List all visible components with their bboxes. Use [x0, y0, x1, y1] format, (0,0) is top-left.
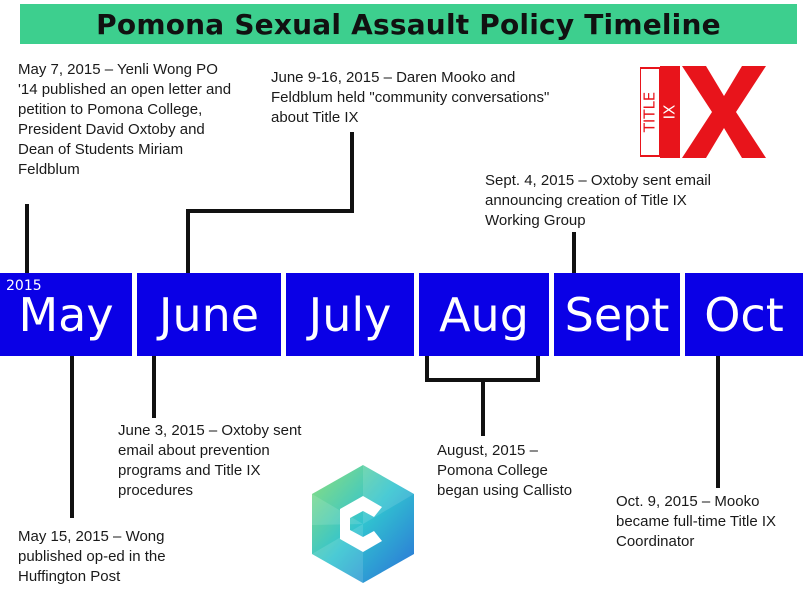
title-ix-small-text: TITLE — [641, 92, 659, 134]
month-band-july: July — [286, 273, 414, 356]
connector-june3 — [152, 356, 156, 418]
connector-aug-stem — [481, 378, 485, 436]
title-ix-i-mark — [660, 66, 680, 158]
title-ix-logo: TITLE IX — [640, 66, 766, 158]
year-label: 2015 — [6, 278, 42, 294]
title-ix-small-ix: IX — [661, 105, 679, 120]
event-aug: August, 2015 – Pomona College began usin… — [437, 442, 573, 499]
connector-june916-vertical-lower — [186, 209, 190, 273]
connector-oct9 — [716, 356, 720, 488]
connector-june916-horizontal — [186, 209, 354, 213]
callisto-c-logo-icon — [312, 465, 414, 583]
month-label-sept: Sept — [564, 287, 670, 342]
title-ix-x-mark — [682, 66, 766, 158]
connector-aug-bracket-left — [425, 356, 429, 382]
event-may7: May 7, 2015 – Yenli Wong PO '14 publishe… — [18, 61, 232, 178]
connector-june916-vertical-upper — [350, 132, 354, 213]
connector-aug-bracket-right — [536, 356, 540, 382]
event-sept4: Sept. 4, 2015 – Oxtoby sent email announ… — [485, 172, 711, 229]
month-band-may: May — [0, 273, 132, 356]
month-label-may: May — [18, 287, 114, 342]
month-band-june: June — [137, 273, 281, 356]
month-band-oct: Oct — [685, 273, 803, 356]
title-bar: Pomona Sexual Assault Policy Timeline — [20, 4, 797, 44]
connector-may15 — [70, 356, 74, 518]
month-label-june: June — [158, 287, 260, 342]
month-band-aug: Aug — [419, 273, 549, 356]
month-label-aug: Aug — [439, 287, 529, 342]
event-june3: June 3, 2015 – Oxtoby sent email about p… — [118, 422, 302, 499]
page-title: Pomona Sexual Assault Policy Timeline — [96, 7, 721, 41]
event-june916: June 9-16, 2015 – Daren Mooko and Feldbl… — [271, 69, 550, 126]
connector-may7 — [25, 204, 29, 273]
event-may15: May 15, 2015 – Wong published op-ed in t… — [18, 528, 166, 585]
month-label-oct: Oct — [704, 287, 784, 342]
connector-sept4 — [572, 232, 576, 273]
month-band-sept: Sept — [554, 273, 680, 356]
month-label-july: July — [308, 287, 392, 342]
event-oct9: Oct. 9, 2015 – Mooko became full-time Ti… — [616, 493, 777, 550]
